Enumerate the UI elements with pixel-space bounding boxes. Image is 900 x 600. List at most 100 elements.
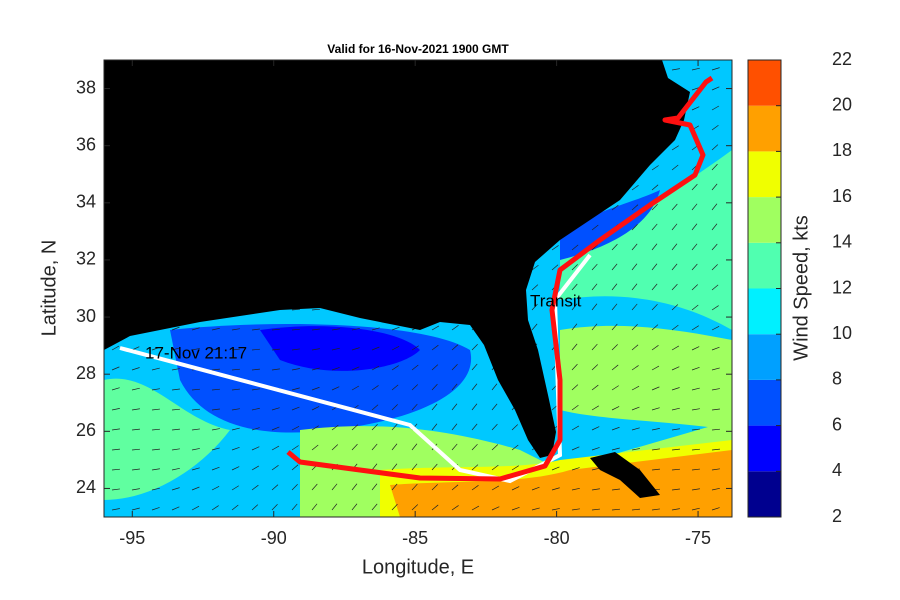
wind-arrow	[351, 424, 359, 431]
wind-arrow	[631, 283, 638, 291]
wind-arrow	[311, 483, 318, 491]
wind-arrow	[711, 305, 719, 311]
colorbar-tick-label: 22	[832, 49, 852, 69]
wind-arrow	[151, 448, 160, 451]
wind-arrow	[511, 486, 520, 491]
wind-arrow	[691, 223, 698, 231]
x-tick-label: -95	[119, 528, 145, 548]
wind-arrow	[671, 468, 680, 471]
wind-arrow	[531, 486, 540, 491]
wind-arrow	[591, 384, 599, 391]
wind-arrow	[591, 263, 598, 271]
colorbar-band	[748, 151, 781, 198]
wind-arrow	[231, 466, 240, 471]
wind-arrow	[151, 388, 160, 391]
y-tick-label: 24	[76, 477, 96, 497]
wind-arrow	[251, 388, 260, 391]
wind-arrow	[631, 204, 639, 211]
wind-arrow	[671, 488, 680, 491]
wind-arrow	[351, 503, 358, 511]
wind-arrow	[451, 383, 458, 391]
wind-arrow	[271, 368, 280, 371]
wind-arrow	[211, 368, 220, 371]
wind-arrow	[331, 367, 340, 371]
wind-arrow	[351, 366, 360, 371]
wind-arrow	[571, 508, 580, 511]
wind-arrow	[311, 425, 319, 431]
wind-arrow	[131, 367, 140, 371]
wind-arrow	[471, 423, 478, 431]
wind-arrow	[191, 486, 200, 491]
wind-arrow	[311, 348, 320, 351]
wind-arrow	[531, 323, 538, 331]
wind-arrow	[711, 163, 718, 171]
chart-title: Valid for 16-Nov-2021 1900 GMT	[327, 42, 509, 56]
colorbar-band	[748, 242, 781, 289]
wind-arrow	[411, 403, 418, 411]
wind-arrow	[251, 484, 259, 491]
wind-arrow	[451, 363, 458, 371]
wind-arrow	[651, 508, 660, 511]
wind-arrow	[491, 423, 498, 431]
wind-arrow	[171, 388, 180, 391]
wind-arrow	[691, 263, 698, 271]
wind-arrow	[711, 346, 720, 351]
wind-arrow	[451, 443, 458, 451]
wind-arrow	[711, 67, 720, 71]
x-axis-label: Longitude, E	[362, 556, 474, 578]
wind-arrow	[591, 303, 598, 311]
wind-arrow	[671, 304, 679, 311]
wind-arrow	[171, 448, 180, 451]
wind-arrow	[251, 407, 260, 411]
wind-arrow	[631, 344, 639, 351]
wind-arrow	[211, 447, 220, 451]
wind-arrow	[651, 303, 658, 311]
wind-arrow	[591, 426, 600, 431]
wind-arrow	[671, 448, 680, 451]
wind-arrow	[231, 485, 239, 491]
wind-arrow	[311, 328, 320, 331]
wind-arrow	[331, 328, 340, 331]
annotation: 17-Nov 21:17	[145, 343, 247, 362]
wind-arrow	[691, 304, 699, 311]
wind-arrow	[711, 124, 719, 131]
wind-arrow	[471, 464, 479, 471]
colorbar-band	[748, 60, 781, 106]
wind-arrow	[391, 503, 398, 511]
wind-arrow	[271, 445, 280, 451]
wind-arrow	[591, 447, 600, 451]
wind-arrow	[491, 383, 498, 391]
wind-arrow	[451, 484, 459, 491]
wind-arrow	[351, 385, 360, 391]
y-tick-label: 30	[76, 306, 96, 326]
wind-arrow	[291, 464, 299, 471]
wind-arrow	[691, 448, 700, 451]
wind-arrow	[711, 388, 720, 391]
wind-arrow	[611, 488, 620, 491]
wind-arrow	[711, 448, 720, 451]
wind-arrow	[551, 264, 559, 271]
wind-arrow	[411, 443, 418, 451]
wind-arrow	[431, 325, 440, 331]
wind-arrow	[671, 283, 678, 291]
wind-arrow	[371, 346, 380, 351]
wind-arrow	[111, 345, 120, 351]
wind-arrow	[711, 223, 718, 231]
wind-arrow	[271, 348, 280, 351]
wind-arrow	[591, 405, 599, 411]
wind-arrow	[211, 505, 219, 511]
wind-arrow	[691, 507, 700, 511]
wind-arrow	[471, 485, 479, 491]
wind-arrow	[151, 428, 160, 431]
wind-arrow	[591, 343, 598, 351]
wind-arrow	[711, 428, 720, 431]
wind-arrow	[571, 467, 580, 471]
x-tick-label: -80	[544, 528, 570, 548]
wind-arrow	[711, 367, 720, 371]
wind-zone	[260, 326, 420, 371]
wind-arrow	[291, 425, 300, 431]
wind-arrow	[611, 323, 618, 331]
wind-arrow	[371, 327, 380, 331]
wind-arrow	[151, 507, 160, 511]
wind-arrow	[131, 507, 140, 511]
